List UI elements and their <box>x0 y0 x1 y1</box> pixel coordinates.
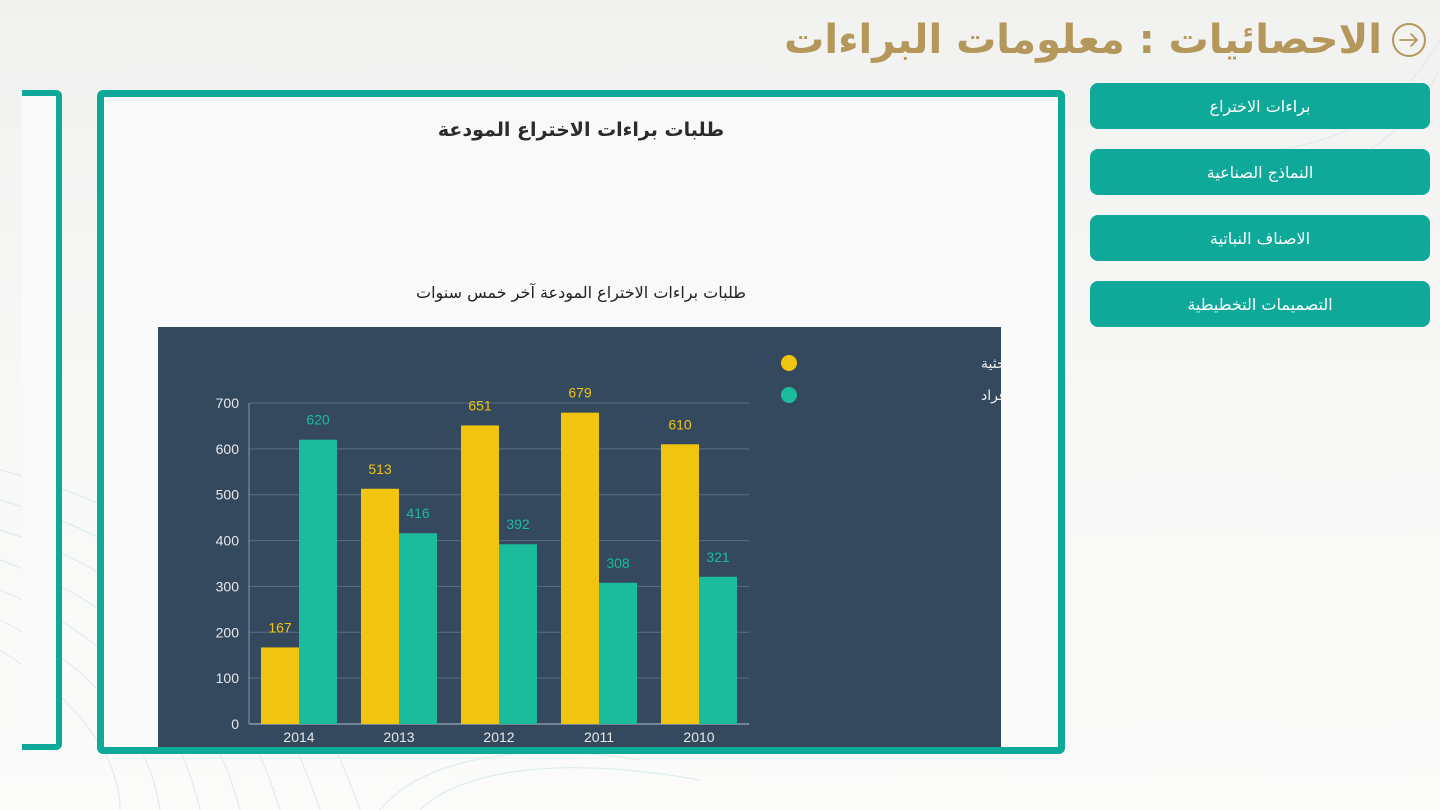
x-tick-label: 2010 <box>683 729 714 745</box>
panel-title: طلبات براءات الاختراع المودعة <box>437 119 725 141</box>
y-tick-label: 300 <box>216 578 240 594</box>
x-tick-label: 2012 <box>483 729 514 745</box>
menu-layout-designs-button[interactable]: التصميمات التخطيطية <box>1090 281 1430 327</box>
data-label: 416 <box>406 505 430 521</box>
menu-industrial-designs-button[interactable]: النماذج الصناعية <box>1090 149 1430 195</box>
bar <box>499 544 537 724</box>
back-button[interactable] <box>1392 23 1426 57</box>
legend-swatch <box>781 355 797 371</box>
data-label: 513 <box>368 461 392 477</box>
data-label: 651 <box>468 397 492 413</box>
data-label: 620 <box>306 412 330 428</box>
arrow-right-circle-icon <box>1399 33 1418 47</box>
y-tick-label: 200 <box>216 624 240 640</box>
y-tick-label: 400 <box>216 533 240 549</box>
data-label: 610 <box>668 416 692 432</box>
side-menu: براءات الاختراع النماذج الصناعية الاصناف… <box>1090 83 1430 347</box>
left-panel-partial <box>22 90 62 750</box>
y-tick-label: 600 <box>216 441 240 457</box>
y-tick-label: 0 <box>231 716 239 732</box>
bar <box>299 439 337 724</box>
menu-plant-varieties-button[interactable]: الاصناف النباتية <box>1090 215 1430 261</box>
page-title: الاحصائيات : معلومات البراءات <box>784 17 1382 63</box>
data-label: 167 <box>268 619 292 635</box>
data-label: 392 <box>506 516 530 532</box>
data-label: 679 <box>568 385 592 401</box>
x-tick-label: 2014 <box>283 729 314 745</box>
data-label: 321 <box>706 549 730 565</box>
y-tick-label: 500 <box>216 487 240 503</box>
bar-chart: 0 100 200 300 400 500 600 700 167 620 2014 513 416 20… <box>216 355 1001 745</box>
data-label: 308 <box>606 555 630 571</box>
page-header: الاحصائيات : معلومات البراءات <box>784 10 1426 70</box>
bar <box>599 582 637 724</box>
y-tick-label: 700 <box>216 395 240 411</box>
menu-patents-button[interactable]: براءات الاختراع <box>1090 83 1430 129</box>
y-tick-label: 100 <box>216 670 240 686</box>
bar <box>261 647 299 724</box>
chart-title: طلبات براءات الاختراع المودعة آخر خمس سن… <box>416 283 746 302</box>
x-tick-label: 2011 <box>584 729 614 745</box>
chart-panel: طلبات براءات الاختراع المودعة طلبات براء… <box>97 90 1065 754</box>
chart-area: 0 100 200 300 400 500 600 700 167 620 2014 513 416 20… <box>158 327 1001 747</box>
legend-label: الشركات والمؤسسات البحثية <box>981 356 1001 372</box>
x-tick-label: 2013 <box>383 729 414 745</box>
bar <box>461 425 499 724</box>
legend-swatch <box>781 387 797 403</box>
bar <box>361 488 399 724</box>
legend-label: الأفراد <box>981 386 1001 404</box>
bar <box>699 576 737 724</box>
bar <box>399 533 437 724</box>
bar <box>661 444 699 724</box>
bar <box>561 412 599 724</box>
